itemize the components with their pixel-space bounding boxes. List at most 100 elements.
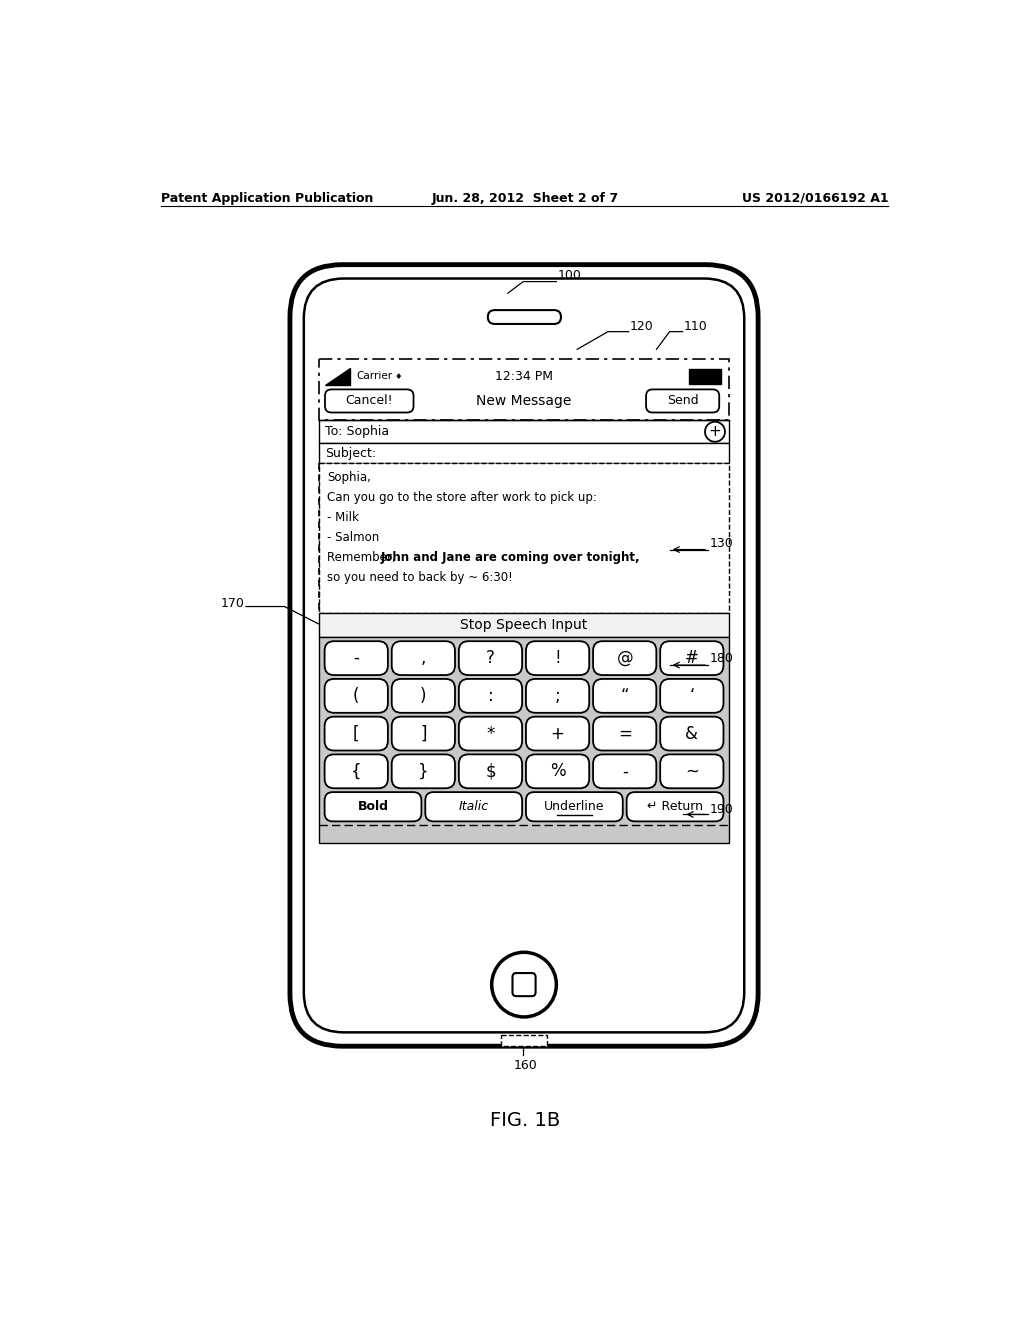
Text: New Message: New Message [476,393,571,408]
Text: Send: Send [667,395,698,408]
Text: ;: ; [555,686,560,705]
Text: Carrier: Carrier [356,371,392,381]
FancyBboxPatch shape [459,755,522,788]
FancyBboxPatch shape [593,678,656,713]
FancyBboxPatch shape [526,717,589,751]
Text: 130: 130 [710,537,733,550]
Text: :: : [487,686,494,705]
FancyBboxPatch shape [325,792,422,821]
Text: *: * [486,725,495,743]
Text: ): ) [420,686,427,705]
FancyBboxPatch shape [459,642,522,675]
Text: ‘: ‘ [689,686,694,705]
FancyBboxPatch shape [660,717,724,751]
FancyBboxPatch shape [325,678,388,713]
Text: FIG. 1B: FIG. 1B [489,1111,560,1130]
Text: Cancel!: Cancel! [345,395,393,408]
Text: - Salmon: - Salmon [327,531,379,544]
Text: %: % [550,763,565,780]
Text: [: [ [353,725,359,743]
FancyBboxPatch shape [459,717,522,751]
FancyBboxPatch shape [325,717,388,751]
Text: John and Jane are coming over tonight,: John and Jane are coming over tonight, [381,550,640,564]
Text: $: $ [485,763,496,780]
Text: &: & [685,725,698,743]
Text: +: + [551,725,564,743]
FancyBboxPatch shape [660,642,724,675]
Bar [319,444,729,463]
Text: ?: ? [486,649,495,667]
Text: ,: , [421,649,426,667]
FancyBboxPatch shape [593,642,656,675]
Text: @: @ [616,649,633,667]
FancyBboxPatch shape [304,279,744,1032]
FancyBboxPatch shape [487,310,561,323]
Bar [319,359,729,420]
Text: ]: ] [420,725,427,743]
Text: Subject:: Subject: [326,446,377,459]
Text: so you need to back by ~ 6:30!: so you need to back by ~ 6:30! [327,570,513,583]
Text: - Milk: - Milk [327,511,358,524]
FancyBboxPatch shape [392,717,455,751]
Text: 170: 170 [220,597,245,610]
FancyBboxPatch shape [660,678,724,713]
FancyBboxPatch shape [392,642,455,675]
Text: Sophia,: Sophia, [327,471,371,483]
Text: US 2012/0166192 A1: US 2012/0166192 A1 [741,191,888,205]
FancyBboxPatch shape [425,792,522,821]
Text: 180: 180 [710,652,733,665]
Text: Underline: Underline [544,800,604,813]
FancyBboxPatch shape [526,755,589,788]
Text: -: - [622,763,628,780]
FancyBboxPatch shape [512,973,536,997]
Text: 100: 100 [558,269,582,282]
Bar [319,636,729,843]
Text: ↵ Return: ↵ Return [647,800,703,813]
Text: ♦: ♦ [395,372,402,380]
Text: Remember,: Remember, [327,550,399,564]
FancyBboxPatch shape [593,755,656,788]
Text: }: } [418,763,429,780]
Text: Italic: Italic [459,800,488,813]
Text: 190: 190 [710,803,733,816]
Text: (: ( [353,686,359,705]
FancyBboxPatch shape [526,678,589,713]
FancyBboxPatch shape [325,389,414,412]
FancyBboxPatch shape [392,755,455,788]
Text: #: # [685,649,698,667]
FancyBboxPatch shape [593,717,656,751]
Bar [319,420,729,444]
Text: 120: 120 [630,319,653,333]
FancyBboxPatch shape [627,792,724,821]
Text: To: Sophia: To: Sophia [326,425,389,438]
Bar [319,614,729,636]
Text: Can you go to the store after work to pick up:: Can you go to the store after work to pi… [327,491,597,504]
Polygon shape [326,368,350,385]
FancyBboxPatch shape [325,755,388,788]
Text: -: - [353,649,359,667]
FancyBboxPatch shape [290,264,758,1047]
FancyBboxPatch shape [459,678,522,713]
FancyBboxPatch shape [325,642,388,675]
FancyBboxPatch shape [646,389,719,412]
Bar [501,1035,547,1047]
Text: 12:34 PM: 12:34 PM [495,370,553,383]
Text: Jun. 28, 2012  Sheet 2 of 7: Jun. 28, 2012 Sheet 2 of 7 [431,191,618,205]
Text: +: + [709,424,721,440]
FancyBboxPatch shape [526,792,623,821]
Text: Bold: Bold [357,800,388,813]
Text: Patent Application Publication: Patent Application Publication [162,191,374,205]
FancyBboxPatch shape [392,678,455,713]
Bar [319,463,729,614]
Text: 110: 110 [683,319,708,333]
Text: “: “ [621,686,629,705]
Bar [689,368,721,384]
Text: =: = [617,725,632,743]
Text: Stop Speech Input: Stop Speech Input [461,618,588,632]
Text: ~: ~ [685,763,698,780]
Text: !: ! [554,649,561,667]
Text: {: { [351,763,361,780]
FancyBboxPatch shape [660,755,724,788]
FancyBboxPatch shape [526,642,589,675]
Text: 160: 160 [514,1059,538,1072]
